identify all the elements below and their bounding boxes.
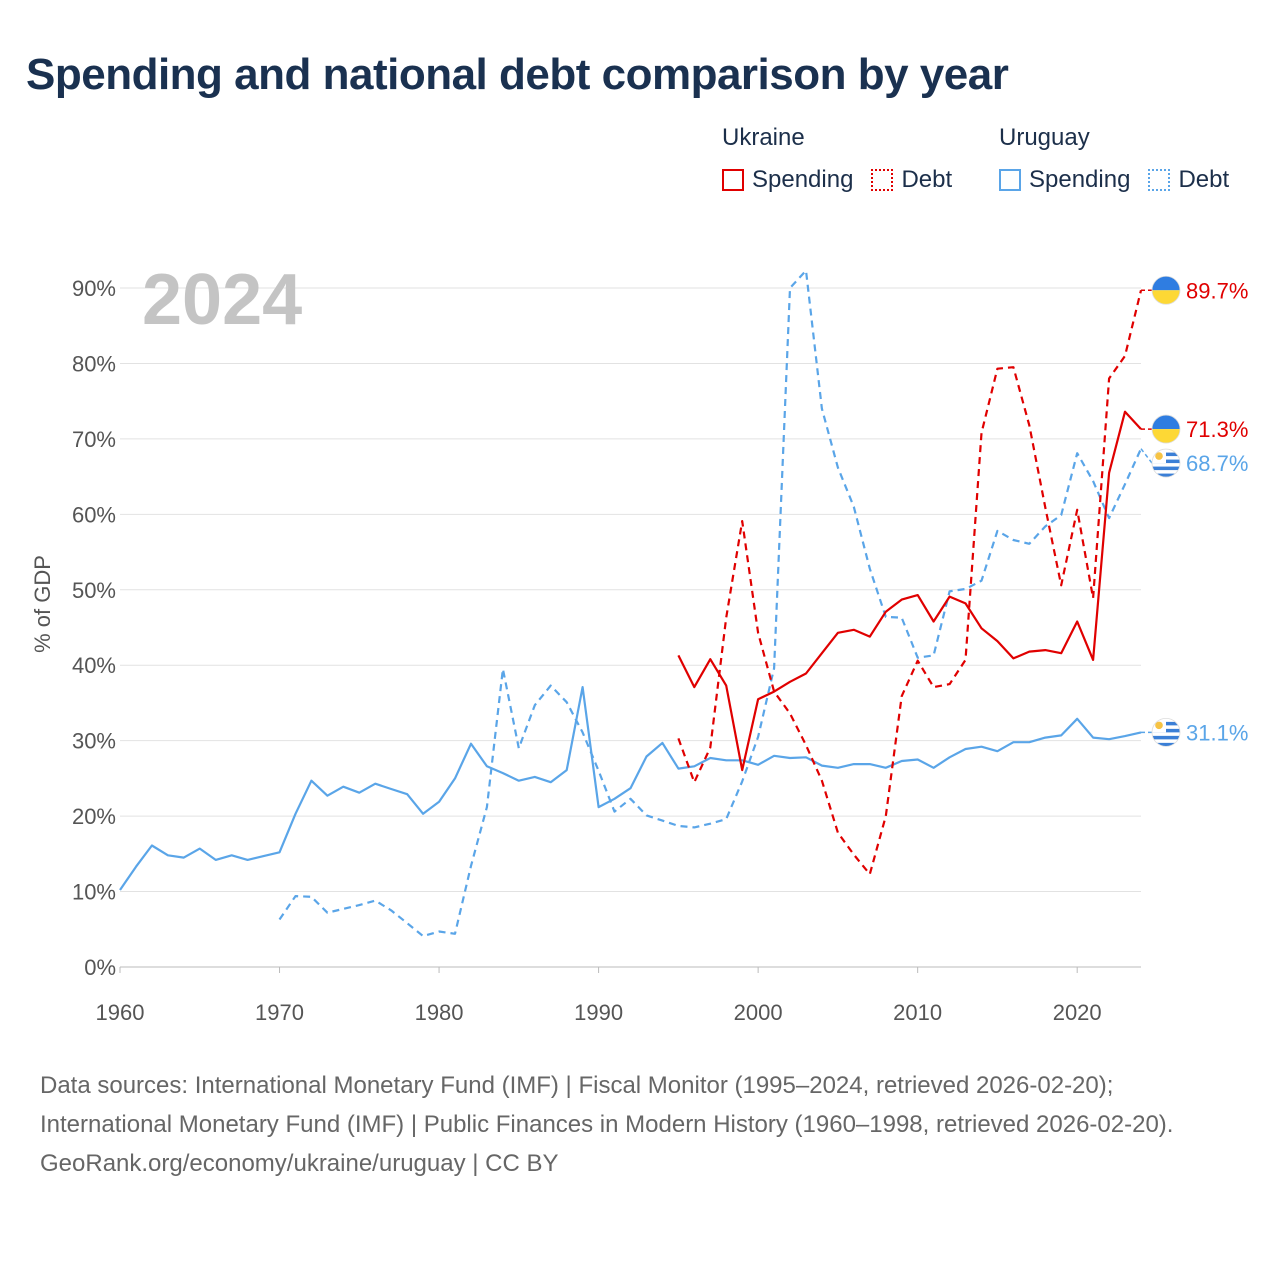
end-value-label: 89.7%: [1186, 278, 1248, 303]
series-line-uruguay-debt[interactable]: [278, 269, 1143, 938]
end-value-label: 68.7%: [1186, 451, 1248, 476]
uruguay-flag-icon: [1151, 448, 1181, 478]
legend-swatch-solid-icon: [722, 169, 744, 191]
y-tick-label: 60%: [72, 502, 116, 527]
y-tick-label: 0%: [84, 955, 116, 980]
x-tick-label: 2000: [734, 1000, 783, 1025]
footer: Data sources: International Monetary Fun…: [40, 1066, 1250, 1183]
y-tick-label: 50%: [72, 578, 116, 603]
end-value-label: 31.1%: [1186, 720, 1248, 745]
legend-item-uruguay-spending[interactable]: Spending: [999, 166, 1130, 194]
x-tick-label: 1990: [574, 1000, 623, 1025]
legend-label: Spending: [1029, 166, 1131, 193]
legend-swatch-solid-icon: [999, 169, 1021, 191]
x-tick-label: 2010: [893, 1000, 942, 1025]
legend-label: Spending: [752, 166, 854, 193]
data-sources: Data sources: International Monetary Fun…: [40, 1072, 1174, 1138]
x-tick-label: 1970: [255, 1000, 304, 1025]
credit-link[interactable]: GeoRank.org/economy/ukraine/uruguay | CC…: [40, 1150, 559, 1177]
legend-item-uruguay-debt[interactable]: Debt: [1148, 166, 1229, 194]
legend-item-ukraine-spending[interactable]: Spending: [722, 166, 853, 194]
series-line-uruguay-spending[interactable]: [119, 686, 1142, 891]
x-tick-label: 1960: [96, 1000, 145, 1025]
series-layer: [119, 269, 1143, 938]
year-watermark: 2024: [142, 260, 302, 340]
legend-group-uruguay: Uruguay Spending Debt: [999, 124, 1247, 194]
x-tick-label: 1980: [415, 1000, 464, 1025]
y-axis-label: % of GDP: [30, 555, 55, 653]
end-markers: 89.7% 71.3% 68.7% 31.1%: [1140, 275, 1248, 747]
legend-item-ukraine-debt[interactable]: Debt: [871, 166, 952, 194]
ukraine-flag-icon: [1151, 275, 1181, 305]
end-connector: [1140, 448, 1153, 464]
x-tick-label: 2020: [1053, 1000, 1102, 1025]
y-tick-label: 70%: [72, 427, 116, 452]
legend-group-ukraine: Ukraine Spending Debt: [722, 124, 970, 194]
uruguay-flag-icon: [1151, 717, 1181, 747]
y-tick-label: 90%: [72, 276, 116, 301]
legend-label: Debt: [1178, 166, 1230, 193]
y-tick-label: 80%: [72, 351, 116, 376]
y-axis-ticks: 0% 10% 20% 30% 40% 50% 60% 70% 80% 90%: [72, 276, 116, 980]
ukraine-flag-icon: [1151, 414, 1181, 444]
line-chart: 0%10%20%30%40%50%60%70%80%90% 1960 1970 19…: [30, 260, 1248, 1025]
y-tick-label: 40%: [72, 653, 116, 678]
y-tick-label: 20%: [72, 804, 116, 829]
legend-swatch-dotted-icon: [871, 169, 894, 191]
end-value-label: 71.3%: [1186, 417, 1248, 442]
legend-country-ukraine: Ukraine: [722, 124, 805, 151]
series-line-ukraine-spending[interactable]: [677, 410, 1142, 772]
legend-label: Debt: [901, 166, 953, 193]
series-line-ukraine-debt[interactable]: [677, 290, 1143, 876]
grid-lines: [120, 287, 1141, 968]
y-tick-label: 30%: [72, 729, 116, 754]
x-axis-ticks: 1960 1970 1980 1990 2000 2010 2020: [96, 967, 1102, 1025]
y-tick-label: 10%: [72, 880, 116, 905]
legend-swatch-dotted-icon: [1148, 169, 1171, 191]
legend-country-uruguay: Uruguay: [999, 124, 1090, 151]
chart-title: Spending and national debt comparison by…: [26, 50, 1009, 99]
